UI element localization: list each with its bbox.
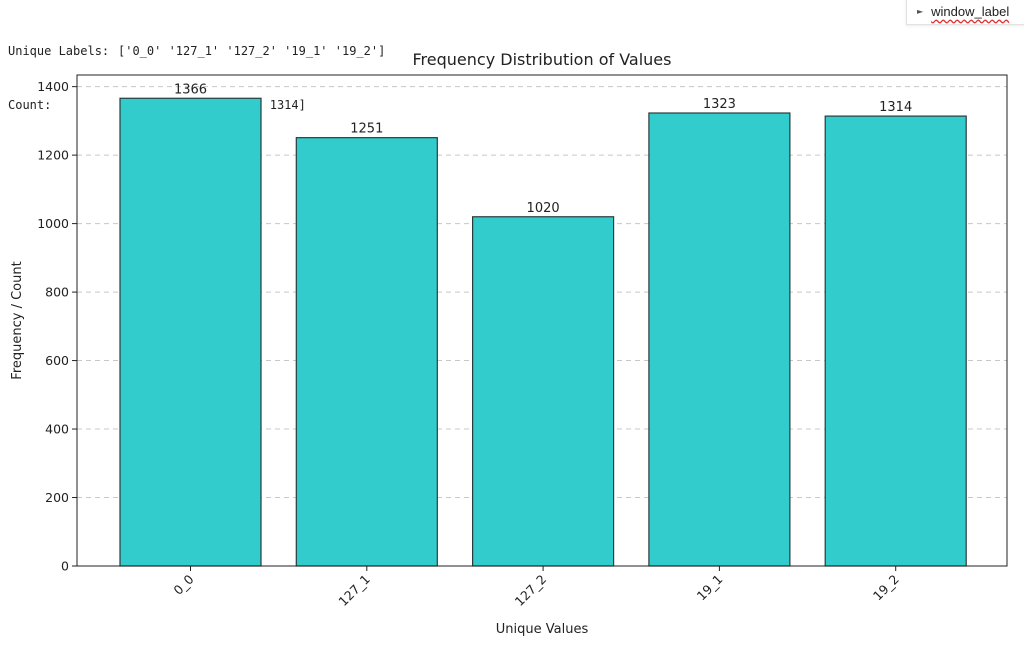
bars (119, 97, 967, 567)
bar-19_1 (648, 112, 791, 567)
variable-label: window_label (931, 3, 1010, 19)
x-tick-label-127_2: 127_2 (512, 572, 550, 610)
data-label-0_0: 1366 (174, 82, 207, 97)
count-key: Count: (8, 98, 52, 112)
x-axis-label: Unique Values (496, 622, 589, 637)
plot-frame (76, 74, 1008, 567)
y-axis: 0 200 400 600 800 1000 1200 1400 (37, 79, 77, 574)
x-axis: 0_0 127_1 127_2 19_1 19_2 (170, 566, 902, 610)
labels-line: Unique Labels: ['0_0' '127_1' '127_2' '19… (8, 42, 385, 60)
variable-panel[interactable]: ► window_label (906, 0, 1024, 25)
bar-19_2 (824, 115, 967, 567)
expand-caret-icon[interactable]: ► (917, 6, 924, 16)
labels-value: ['0_0' '127_1' '127_2' '19_1' '19_2'] (118, 44, 386, 58)
data-label-19_1: 1323 (703, 97, 736, 112)
labels-key: Unique Labels: (8, 44, 110, 58)
data-label-19_2: 1314 (879, 100, 912, 115)
bar-127_2 (472, 216, 615, 567)
y-tick-label: 0 (61, 559, 69, 574)
y-tick-label: 1400 (37, 79, 69, 94)
bar-127_1 (295, 137, 438, 567)
y-tick-label: 1200 (37, 148, 69, 163)
bar-0_0 (119, 97, 262, 567)
data-label-127_2: 1020 (527, 201, 560, 216)
y-tick-label: 200 (45, 490, 69, 505)
y-tick-label: 800 (45, 285, 69, 300)
x-tick-label-19_2: 19_2 (870, 572, 902, 604)
chart-title: Frequency Distribution of Values (413, 50, 672, 69)
data-label-127_1: 1251 (350, 122, 383, 137)
y-tick-label: 600 (45, 353, 69, 368)
y-tick-label: 400 (45, 422, 69, 437)
y-axis-label: Frequency / Count (10, 261, 25, 379)
x-tick-label-127_1: 127_1 (335, 572, 373, 610)
y-tick-label: 1000 (37, 216, 69, 231)
x-tick-label-19_1: 19_1 (694, 572, 726, 604)
x-tick-label-0_0: 0_0 (170, 571, 196, 597)
data-labels: 1366 1251 1020 1323 1314 (174, 82, 912, 215)
